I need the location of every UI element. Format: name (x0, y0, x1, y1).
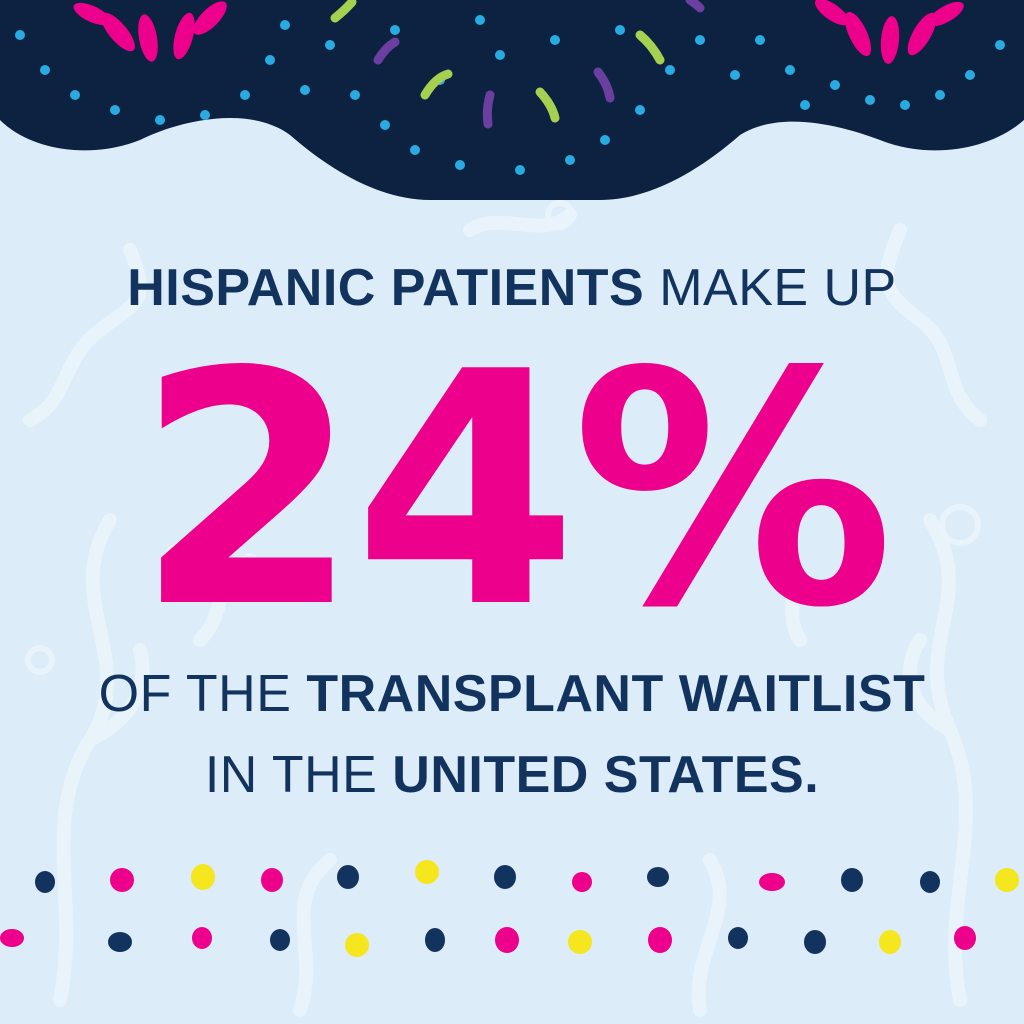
headline-emphasis: HISPANIC PATIENTS (127, 259, 645, 317)
scallop-dots (15, 15, 1005, 175)
scalloped-top-border (0, 0, 1024, 200)
scallop-arcs (330, 0, 705, 129)
coral-texture (23, 208, 987, 1017)
flower-left-icon (73, 1, 227, 62)
headline-text: MAKE UP (659, 259, 897, 317)
coral-texture-circles (25, 200, 981, 675)
flower-right-icon (814, 0, 964, 64)
headline-emphasis: UNITED STATES. (392, 746, 820, 804)
big-stat: 24% (135, 303, 895, 678)
headline-line-1: HISPANIC PATIENTS MAKE UP (0, 258, 1024, 318)
headline-emphasis: TRANSPLANT WAITLIST (306, 665, 926, 723)
confetti-row-2 (0, 926, 976, 957)
headline-text: IN THE (204, 746, 378, 804)
headline-text: OF THE (98, 665, 292, 723)
headline-line-4: IN THE UNITED STATES. (0, 745, 1024, 805)
confetti-row-1 (35, 860, 1019, 893)
headline-line-3: OF THE TRANSPLANT WAITLIST (0, 664, 1024, 724)
